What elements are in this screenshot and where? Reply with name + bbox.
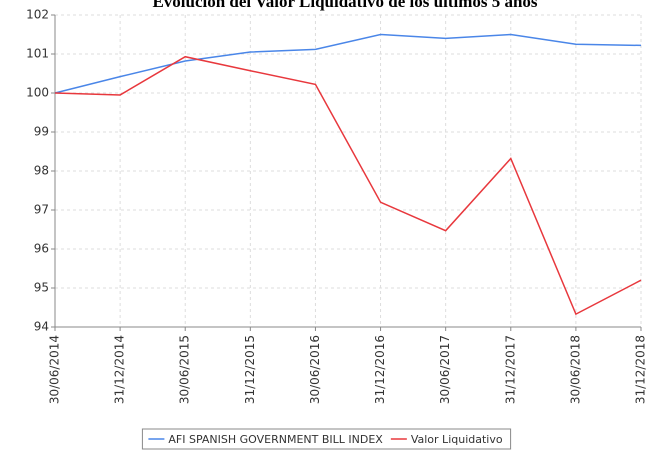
legend: AFI SPANISH GOVERNMENT BILL INDEX Valor L… [141, 428, 512, 450]
x-tick-label: 31/12/2015 [243, 335, 257, 404]
x-tick-label: 31/12/2016 [373, 335, 387, 404]
y-tick-label: 94 [34, 320, 49, 334]
y-tick-label: 101 [26, 47, 49, 61]
x-tick-label: 30/06/2015 [178, 335, 192, 404]
y-tick-label: 97 [34, 203, 49, 217]
y-tick-label: 95 [34, 281, 49, 295]
y-tick-label: 102 [26, 8, 49, 22]
y-tick-label: 100 [26, 86, 49, 100]
chart-title: Evolución del Valor Liquidativo de los ú… [152, 0, 537, 11]
x-tick-label: 31/12/2017 [503, 335, 517, 404]
legend-label: Valor Liquidativo [411, 433, 503, 446]
y-tick-label: 96 [34, 242, 49, 256]
y-tick-label: 98 [34, 164, 49, 178]
series-line [54, 55, 642, 316]
x-tick-label: 31/12/2014 [113, 335, 127, 404]
x-tick-label: 30/06/2017 [438, 335, 452, 404]
x-tick-label: 31/12/2018 [634, 335, 648, 404]
y-tick-label: 99 [34, 125, 49, 139]
series-line [54, 33, 642, 94]
legend-label: AFI SPANISH GOVERNMENT BILL INDEX [168, 433, 383, 446]
x-tick-label: 30/06/2018 [568, 335, 582, 404]
x-tick-label: 30/06/2016 [308, 335, 322, 404]
legend-box [141, 428, 512, 450]
x-tick-label: 30/06/2014 [48, 335, 62, 404]
